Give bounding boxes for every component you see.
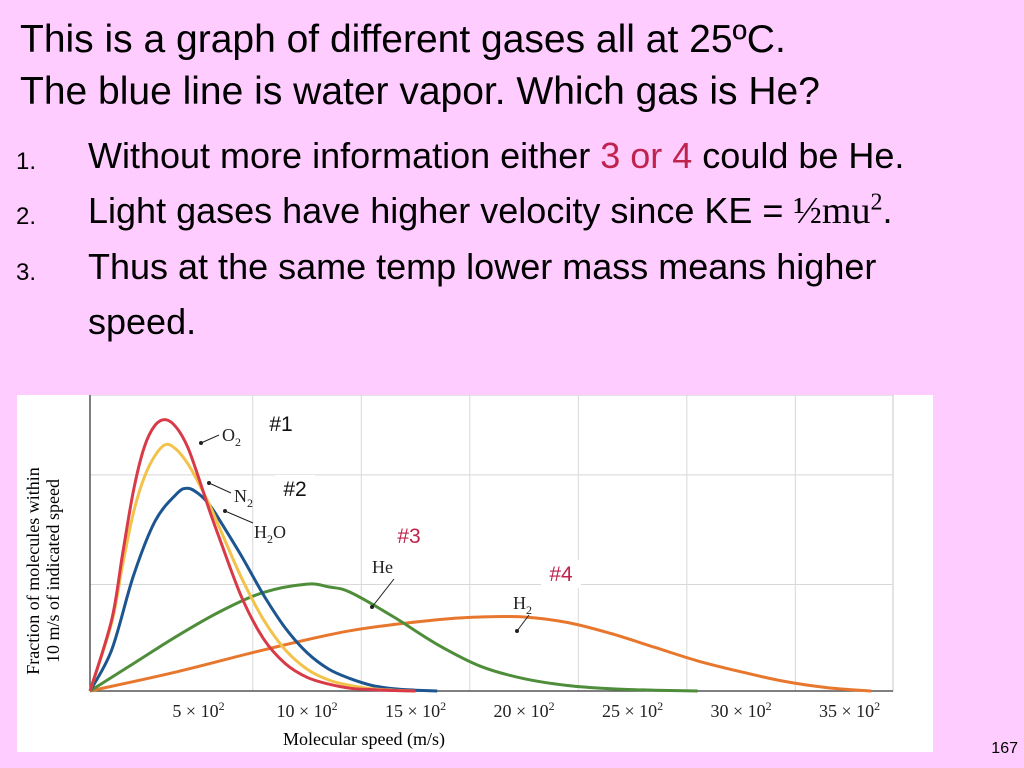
curve-h2 xyxy=(89,614,872,693)
x-tick-label-4: 25 × 102 xyxy=(602,699,663,721)
marker-bg-4 xyxy=(541,560,581,588)
pointer-tip-he xyxy=(370,605,374,609)
curve-n2 xyxy=(88,442,416,693)
x-tick-labels: 5 × 102 10 × 102 15 × 102 20 × 102 25 × 102 3… xyxy=(172,699,880,721)
marker-2: #2 xyxy=(283,478,306,501)
highlight-4: 4 xyxy=(672,135,693,176)
label-pointer-h2o xyxy=(224,510,254,524)
pointer-tip-n2 xyxy=(207,481,211,485)
marker-4: #4 xyxy=(549,563,573,586)
pointer-tip-h2 xyxy=(515,629,519,633)
formula-exponent: 2 xyxy=(870,189,883,216)
x-tick-label-5: 30 × 102 xyxy=(711,699,772,721)
ke-formula: ½mu2 xyxy=(793,190,882,232)
curve-he xyxy=(89,582,698,693)
highlight-or: or xyxy=(620,135,673,176)
x-tick-label-6: 35 × 102 xyxy=(819,699,880,721)
x-tick-label-0: 5 × 102 xyxy=(172,699,224,721)
formula-text: ½mu xyxy=(793,190,871,232)
curve-o2 xyxy=(88,418,416,693)
bullet-number-2: 2. xyxy=(16,203,37,230)
marker-3: #3 xyxy=(397,525,420,548)
bullet-3-line-2: speed. xyxy=(88,301,197,342)
marker-bg-3 xyxy=(389,522,429,550)
marker-bg-1 xyxy=(261,410,301,438)
series-label-n2: N2 xyxy=(234,486,253,510)
bullet-point-2: 2. Light gases have higher velocity sinc… xyxy=(16,183,1008,239)
label-pointer-n2 xyxy=(208,482,232,494)
x-axis-label: Molecular speed (m/s) xyxy=(283,729,445,750)
y-axis-label-line-2: 10 m/s of indicated speed xyxy=(43,479,63,663)
chart-grid xyxy=(89,395,894,692)
x-tick-label-1: 10 × 102 xyxy=(276,699,337,721)
bullet-point-3: 3. Thus at the same temp lower mass mean… xyxy=(16,239,1008,349)
y-axis-label-line-1: Fraction of molecules within xyxy=(23,467,43,674)
pointer-tip-h2o xyxy=(223,509,227,513)
label-pointer-h2 xyxy=(516,614,530,632)
chart-curves xyxy=(88,418,872,693)
page-number: 167 xyxy=(991,740,1018,757)
series-label-he: He xyxy=(372,557,393,577)
label-pointer-he xyxy=(371,578,395,608)
series-label-h2: H2 xyxy=(513,593,532,617)
label-pointer-o2 xyxy=(200,434,220,444)
bullet-1-text-post: could be He. xyxy=(692,135,905,176)
bullet-2-text-post: . xyxy=(882,190,893,231)
series-label-o2: O2 xyxy=(222,425,241,449)
bullet-1-text-pre: Without more information either xyxy=(88,135,601,176)
bullet-3-line-1: Thus at the same temp lower mass means h… xyxy=(88,246,877,287)
speed-distribution-chart: O2 N2 H2O He H2 5 × 102 10 × 102 15 × 102 20 × … xyxy=(17,395,933,752)
slide-title: This is a graph of different gases all a… xyxy=(20,14,820,118)
x-tick-label-3: 20 × 102 xyxy=(493,699,554,721)
pointer-tip-o2 xyxy=(199,441,203,445)
bullet-point-1: 1. Without more information either 3 or … xyxy=(16,128,1008,183)
bullet-number-3: 3. xyxy=(16,259,37,286)
marker-1: #1 xyxy=(269,413,292,436)
plot-area xyxy=(89,395,894,692)
bullet-list: 1. Without more information either 3 or … xyxy=(16,128,1008,349)
bullet-2-text-pre: Light gases have higher velocity since K… xyxy=(88,190,794,231)
curve-h2o xyxy=(88,486,438,693)
title-line-2: The blue line is water vapor. Which gas … xyxy=(20,70,820,113)
series-label-h2o: H2O xyxy=(254,522,286,546)
x-tick-label-2: 15 × 102 xyxy=(385,699,446,721)
highlight-3: 3 xyxy=(600,135,621,176)
title-line-1: This is a graph of different gases all a… xyxy=(20,18,786,61)
bullet-number-1: 1. xyxy=(16,148,37,175)
curve-markers: #1 #2 #3 #4 xyxy=(261,410,581,588)
marker-bg-2 xyxy=(275,475,315,503)
